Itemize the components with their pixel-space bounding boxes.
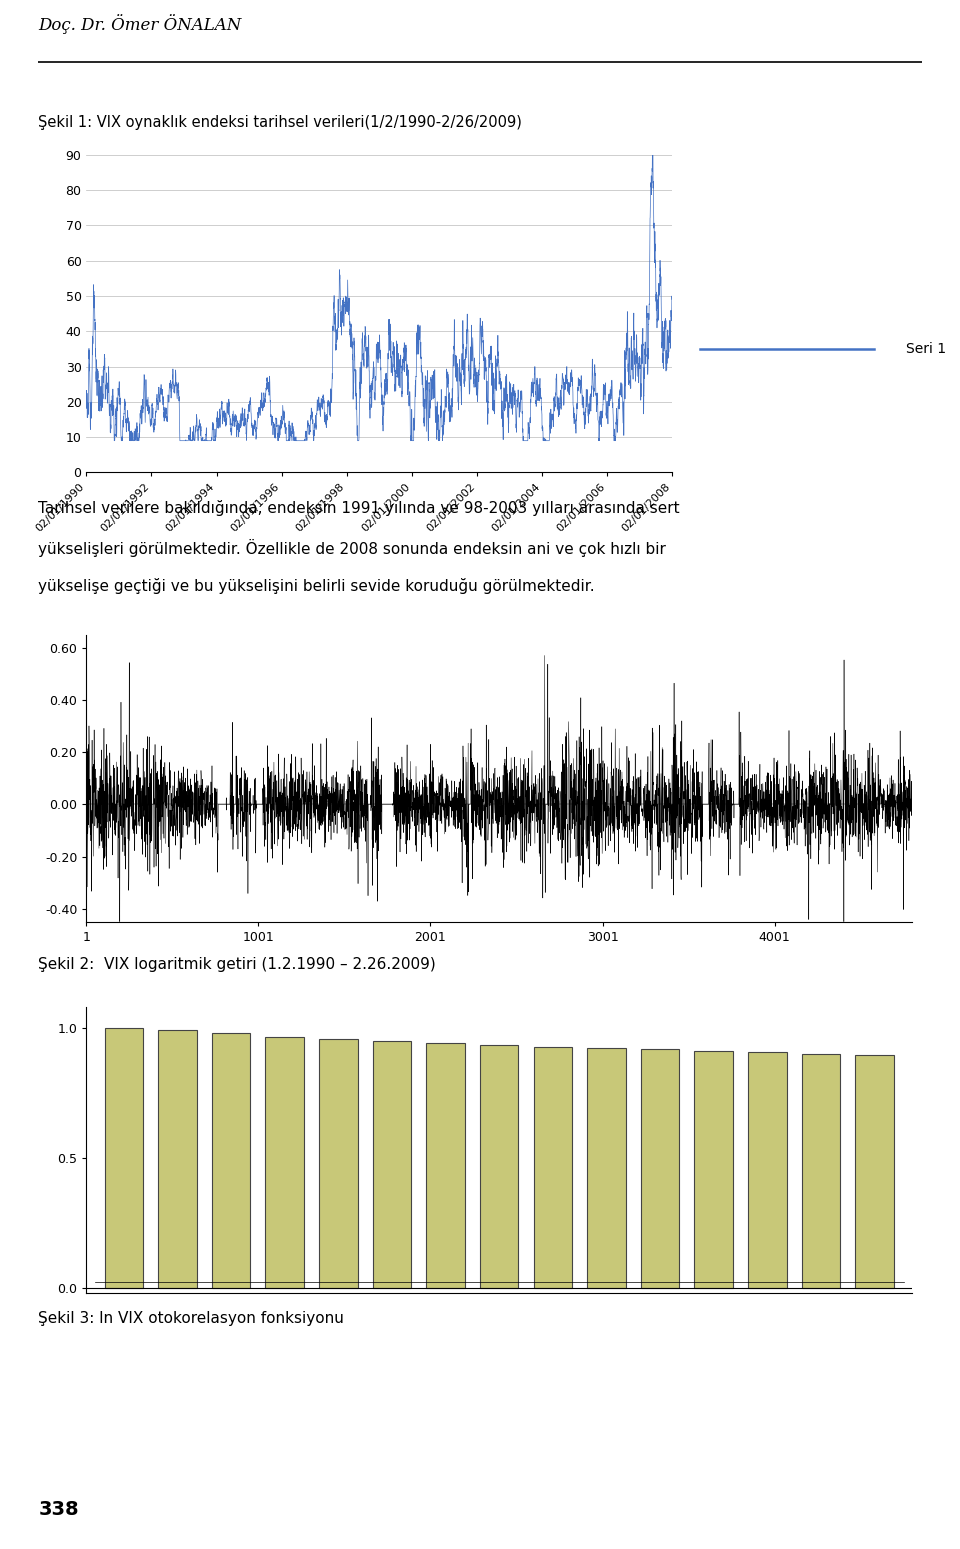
Text: Şekil 3: ln VIX otokorelasyon fonksiyonu: Şekil 3: ln VIX otokorelasyon fonksiyonu — [38, 1310, 345, 1326]
Text: Şekil 1: VIX oynaklık endeksi tarihsel verileri(1/2/1990-2/26/2009): Şekil 1: VIX oynaklık endeksi tarihsel v… — [38, 115, 522, 130]
Text: Seri 1: Seri 1 — [906, 341, 947, 356]
Bar — [694, 1050, 732, 1289]
Text: yükselişe geçtiği ve bu yükselişini belirli sevide koruduğu görülmektedir.: yükselişe geçtiği ve bu yükselişini beli… — [38, 578, 595, 595]
Bar — [802, 1053, 840, 1289]
Text: yükselişleri görülmektedir. Özellikle de 2008 sonunda endeksin ani ve çok hızlı : yükselişleri görülmektedir. Özellikle de… — [38, 539, 666, 558]
Text: Doç. Dr. Ömer ÖNALAN: Doç. Dr. Ömer ÖNALAN — [38, 14, 242, 34]
Bar — [426, 1044, 465, 1289]
Text: Şekil 2:  VIX logaritmik getiri (1.2.1990 – 2.26.2009): Şekil 2: VIX logaritmik getiri (1.2.1990… — [38, 957, 436, 971]
Bar — [266, 1036, 304, 1289]
Text: Tarihsel verilere bakıldığında, endeksin 1991 yılında ve 98-2003 yılları arasınd: Tarihsel verilere bakıldığında, endeksin… — [38, 500, 680, 516]
Bar — [319, 1039, 358, 1289]
Bar — [534, 1047, 572, 1289]
Bar — [748, 1052, 786, 1289]
Text: 338: 338 — [38, 1499, 79, 1520]
Bar — [855, 1055, 894, 1289]
Bar — [212, 1033, 251, 1289]
Bar — [105, 1027, 143, 1289]
Bar — [158, 1030, 197, 1289]
Bar — [372, 1041, 411, 1289]
Bar — [640, 1049, 680, 1289]
Bar — [588, 1049, 626, 1289]
Bar — [480, 1046, 518, 1289]
